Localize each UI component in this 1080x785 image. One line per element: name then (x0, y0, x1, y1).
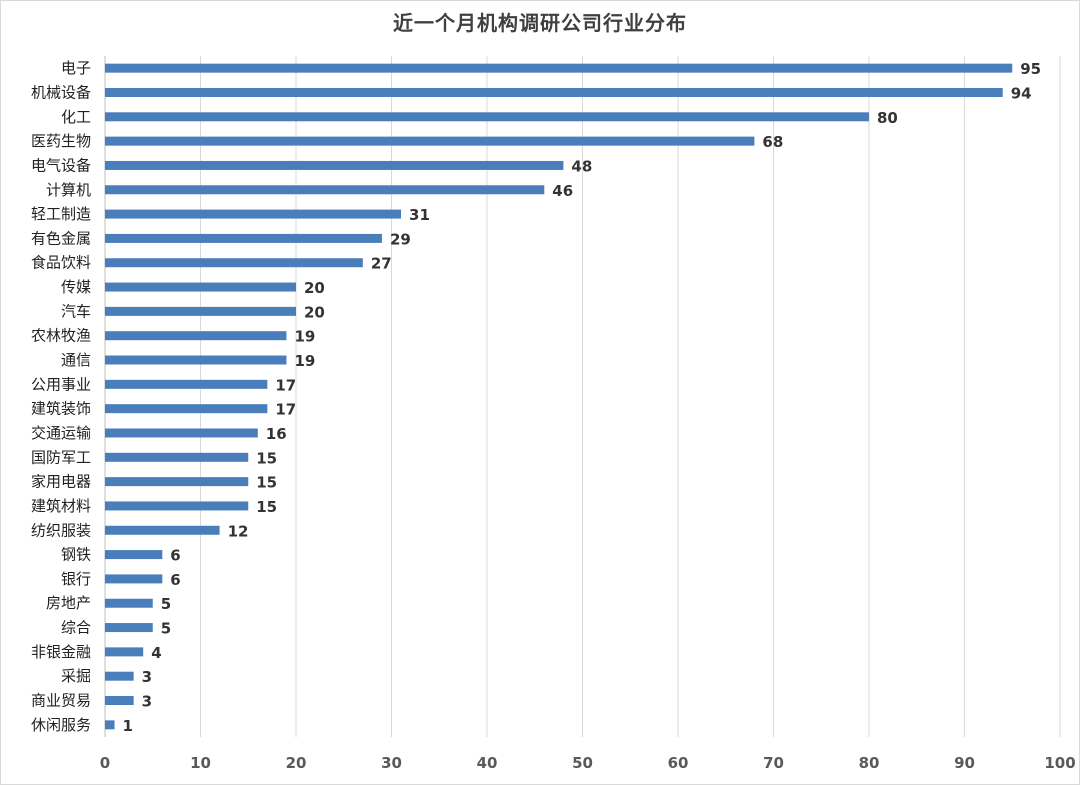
data-label: 94 (1011, 84, 1032, 102)
category-label: 电子 (61, 59, 91, 77)
x-tick-label: 90 (954, 754, 975, 772)
data-label: 19 (294, 352, 315, 370)
bar (105, 525, 220, 535)
x-tick-label: 40 (477, 754, 498, 772)
data-label: 15 (256, 449, 277, 467)
x-tick-label: 70 (763, 754, 784, 772)
category-label: 综合 (61, 619, 91, 637)
data-label: 17 (275, 401, 296, 419)
chart-title: 近一个月机构调研公司行业分布 (393, 11, 687, 35)
data-label: 68 (762, 133, 783, 151)
category-label: 农林牧渔 (31, 327, 91, 345)
data-label: 19 (294, 328, 315, 346)
data-label: 17 (275, 376, 296, 394)
data-label: 20 (304, 279, 325, 297)
bar (105, 63, 1013, 73)
data-label: 20 (304, 303, 325, 321)
data-label: 46 (552, 182, 573, 200)
category-label: 休闲服务 (31, 716, 91, 734)
bar (105, 112, 869, 122)
category-label: 食品饮料 (31, 254, 91, 272)
category-label: 商业贸易 (31, 692, 91, 710)
bar (105, 258, 363, 268)
data-label: 16 (266, 425, 287, 443)
x-tick-label: 0 (100, 754, 110, 772)
category-label: 轻工制造 (31, 205, 91, 223)
category-label: 通信 (61, 351, 91, 369)
bar (105, 209, 402, 219)
x-tick-label: 80 (859, 754, 880, 772)
category-label: 有色金属 (31, 229, 91, 247)
category-label: 家用电器 (31, 473, 91, 491)
bar (105, 501, 249, 511)
x-tick-label: 50 (572, 754, 593, 772)
data-label: 12 (228, 522, 249, 540)
bar (105, 355, 287, 365)
bar (105, 136, 755, 146)
category-label: 化工 (61, 108, 91, 126)
category-label: 公用事业 (31, 375, 91, 393)
bar (105, 671, 134, 681)
data-label: 6 (170, 571, 180, 589)
x-tick-label: 10 (190, 754, 211, 772)
x-tick-label: 20 (286, 754, 307, 772)
bar (105, 87, 1003, 97)
data-label: 15 (256, 498, 277, 516)
data-label: 6 (170, 547, 180, 565)
category-label: 房地产 (46, 594, 91, 612)
bar (105, 282, 296, 292)
category-label: 建筑材料 (31, 497, 91, 515)
category-label: 纺织服装 (31, 521, 91, 539)
category-label: 国防军工 (31, 448, 91, 466)
category-label: 传媒 (61, 278, 91, 296)
bar (105, 696, 134, 706)
bar (105, 160, 564, 170)
bar (105, 185, 545, 195)
bar (105, 647, 144, 657)
x-tick-label: 60 (668, 754, 689, 772)
bar (105, 550, 163, 560)
data-label: 3 (142, 693, 152, 711)
x-tick-label: 100 (1044, 754, 1075, 772)
category-label: 汽车 (61, 302, 91, 320)
bar (105, 574, 163, 584)
bar (105, 233, 382, 243)
category-label: 电气设备 (31, 156, 91, 174)
category-label: 医药生物 (31, 132, 91, 150)
bar (105, 477, 249, 487)
bar (105, 598, 153, 608)
category-label: 计算机 (46, 181, 91, 199)
data-label: 48 (571, 157, 592, 175)
category-label: 建筑装饰 (31, 400, 91, 418)
data-label: 29 (390, 230, 411, 248)
data-label: 31 (409, 206, 430, 224)
data-label: 3 (142, 668, 152, 686)
category-label: 机械设备 (31, 83, 91, 101)
bar (105, 306, 296, 316)
data-label: 27 (371, 255, 392, 273)
data-label: 5 (161, 595, 171, 613)
bar (105, 720, 115, 730)
data-label: 5 (161, 620, 171, 638)
category-label: 采掘 (61, 667, 91, 685)
bar (105, 428, 258, 438)
data-label: 1 (123, 717, 133, 735)
x-tick-label: 30 (381, 754, 402, 772)
data-label: 4 (151, 644, 161, 662)
data-label: 15 (256, 474, 277, 492)
bar (105, 404, 268, 414)
category-label: 非银金融 (31, 643, 91, 661)
category-label: 银行 (61, 570, 91, 588)
category-label: 交通运输 (31, 424, 91, 442)
category-label: 钢铁 (61, 546, 91, 564)
bar (105, 623, 153, 633)
data-label: 80 (877, 109, 898, 127)
bar (105, 452, 249, 462)
bar (105, 331, 287, 341)
bar (105, 379, 268, 389)
data-label: 95 (1020, 60, 1041, 78)
